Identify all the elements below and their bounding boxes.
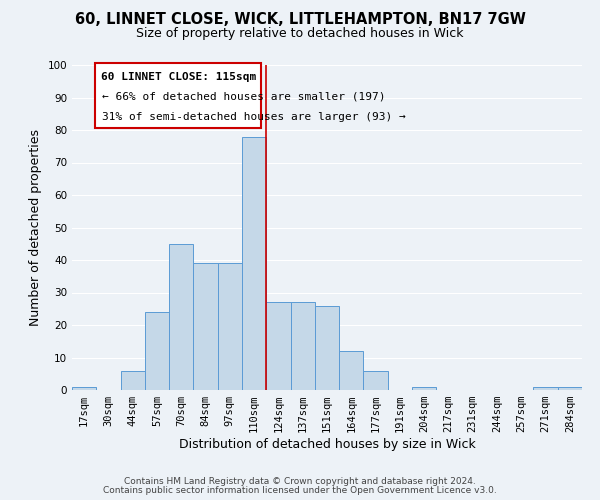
Bar: [266, 302, 290, 390]
Bar: [412, 387, 436, 390]
Bar: [145, 312, 169, 390]
Text: Size of property relative to detached houses in Wick: Size of property relative to detached ho…: [136, 28, 464, 40]
Bar: [218, 263, 242, 390]
Bar: [121, 370, 145, 390]
Bar: [290, 302, 315, 390]
Bar: [242, 136, 266, 390]
Text: Contains public sector information licensed under the Open Government Licence v3: Contains public sector information licen…: [103, 486, 497, 495]
Bar: [339, 351, 364, 390]
Bar: [169, 244, 193, 390]
Text: Contains HM Land Registry data © Crown copyright and database right 2024.: Contains HM Land Registry data © Crown c…: [124, 477, 476, 486]
Text: 60 LINNET CLOSE: 115sqm: 60 LINNET CLOSE: 115sqm: [101, 72, 256, 82]
Bar: [193, 263, 218, 390]
FancyBboxPatch shape: [95, 64, 262, 128]
Y-axis label: Number of detached properties: Number of detached properties: [29, 129, 42, 326]
Bar: [533, 387, 558, 390]
Bar: [315, 306, 339, 390]
Bar: [72, 387, 96, 390]
Text: 60, LINNET CLOSE, WICK, LITTLEHAMPTON, BN17 7GW: 60, LINNET CLOSE, WICK, LITTLEHAMPTON, B…: [74, 12, 526, 28]
Bar: [364, 370, 388, 390]
Bar: [558, 387, 582, 390]
Text: ← 66% of detached houses are smaller (197): ← 66% of detached houses are smaller (19…: [103, 92, 386, 102]
Text: 31% of semi-detached houses are larger (93) →: 31% of semi-detached houses are larger (…: [103, 112, 406, 122]
X-axis label: Distribution of detached houses by size in Wick: Distribution of detached houses by size …: [179, 438, 475, 451]
